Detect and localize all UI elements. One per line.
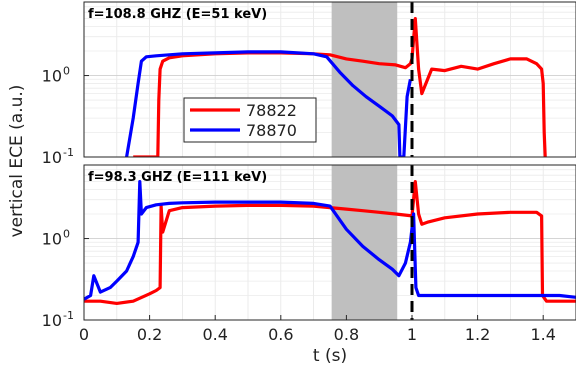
x-tick-label: 0.4 xyxy=(202,325,227,344)
x-tick-label: 0.6 xyxy=(268,325,293,344)
panel-title: f=98.3 GHZ (E=111 keV) xyxy=(88,170,267,185)
shaded-region xyxy=(331,165,398,320)
legend-label-78822: 78822 xyxy=(246,101,297,120)
legend-box xyxy=(183,97,317,143)
series-line-78822 xyxy=(84,180,576,305)
x-tick-label: 1.2 xyxy=(465,325,490,344)
x-tick-label: 1.4 xyxy=(530,325,555,344)
legend-label-78870: 78870 xyxy=(246,121,297,140)
series-line-78870 xyxy=(84,180,576,301)
x-tick-label: 1 xyxy=(407,325,417,344)
y-tick-label: 10 xyxy=(42,311,62,330)
shaded-region xyxy=(331,2,398,157)
x-tick-label: 0 xyxy=(79,325,89,344)
x-tick-label: 0.8 xyxy=(334,325,359,344)
x-axis-label: t (s) xyxy=(313,346,347,366)
y-axis-label: vertical ECE (a.u.) xyxy=(7,85,27,238)
y-tick-label-exponent: -1 xyxy=(63,309,74,322)
x-tick-label: 0.2 xyxy=(137,325,162,344)
y-tick-label: 10 xyxy=(42,67,62,86)
y-tick-label: 10 xyxy=(42,230,62,249)
bottom-panel: 10 -110 00 0.2 0.4 0.6 0.8 1 1.2 1.4f=98.3 GHZ (E… xyxy=(42,164,576,344)
series-line-78822 xyxy=(133,17,547,157)
axes-frame xyxy=(83,1,576,158)
series-line-78870 xyxy=(125,50,412,157)
y-tick-label-exponent: 0 xyxy=(63,65,70,78)
y-tick-label: 10 xyxy=(42,148,62,167)
y-tick-label-exponent: 0 xyxy=(63,228,70,241)
axes-frame xyxy=(83,164,576,321)
panel-title: f=108.8 GHZ (E=51 keV) xyxy=(88,7,267,22)
y-tick-label-exponent: -1 xyxy=(63,146,74,159)
